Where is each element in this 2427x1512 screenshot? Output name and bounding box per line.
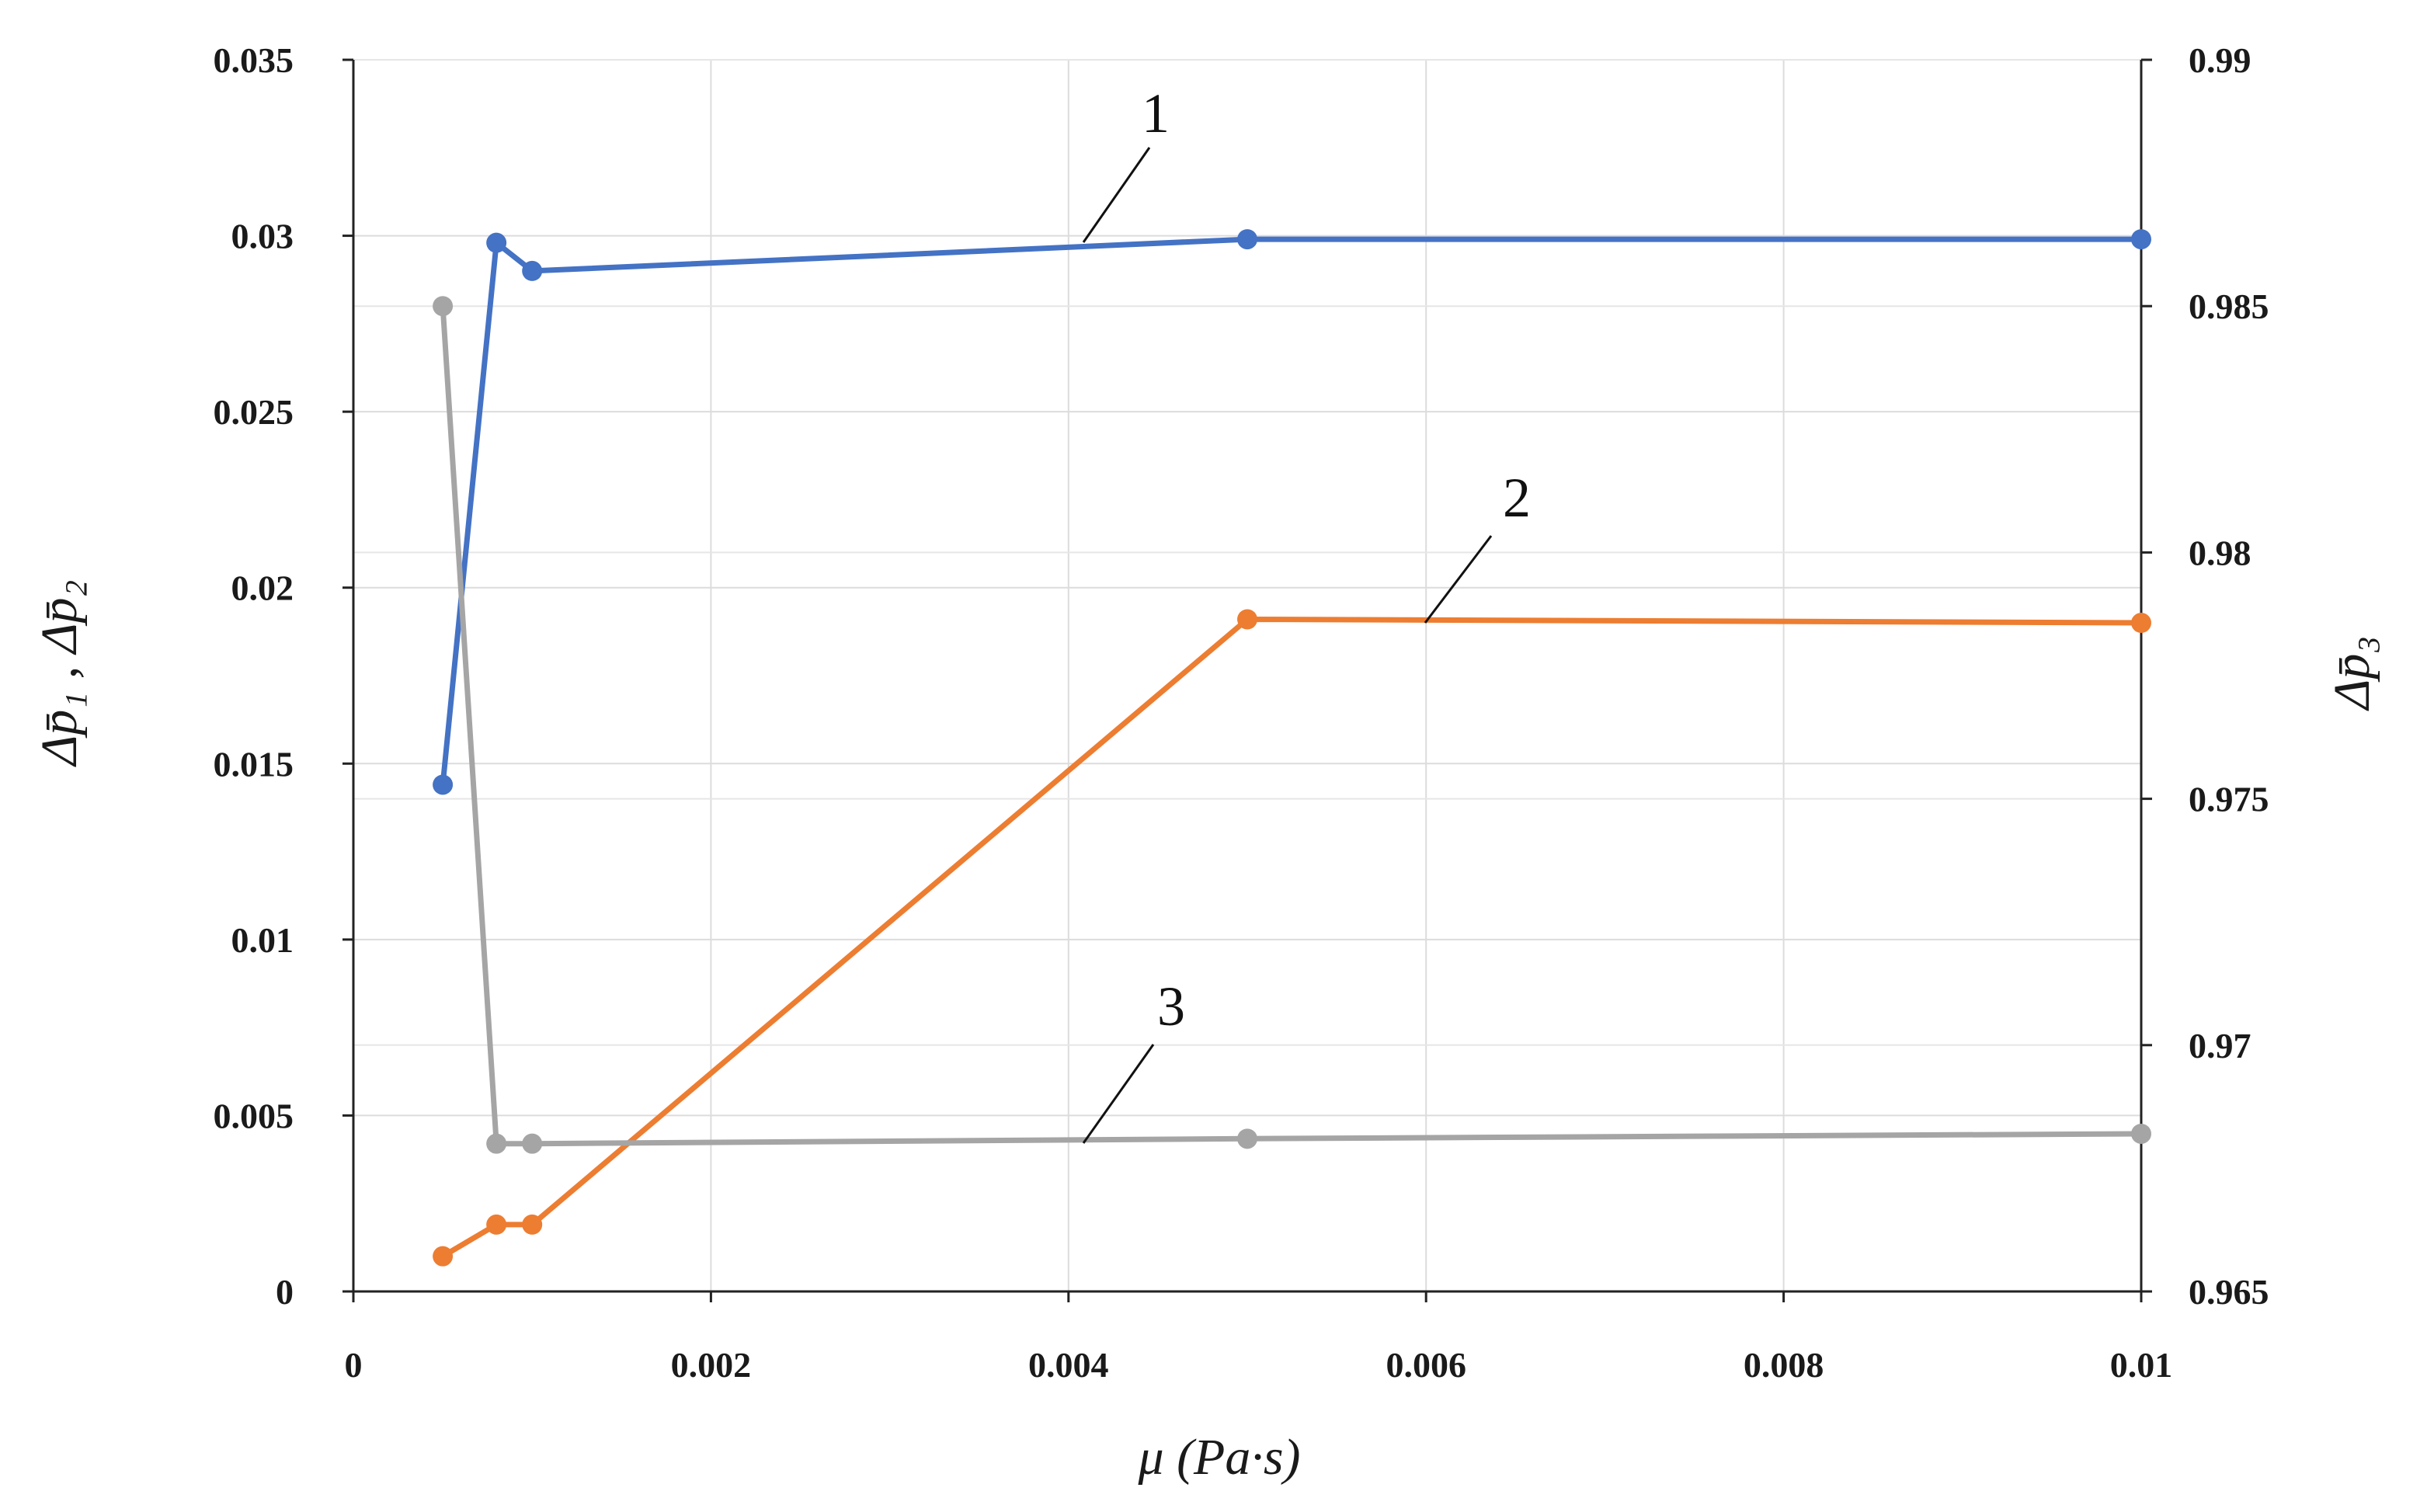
curve-label-1-group: 1: [1082, 82, 1170, 243]
curve-label-3-group: 3: [1082, 975, 1185, 1144]
yl-tick-label-4: 0.02: [231, 568, 294, 608]
x-tick-label-2: 0.004: [1028, 1345, 1109, 1385]
series-1-point-0: [433, 774, 454, 795]
yr-tick-label-0: 0.965: [2189, 1272, 2269, 1312]
yr-tick-label-2: 0.975: [2189, 780, 2269, 819]
series-3-point-2: [522, 1133, 543, 1154]
series-1-point-4: [2131, 229, 2151, 250]
yr-tick-label-1: 0.97: [2189, 1026, 2251, 1065]
left-y-axis-title: Δp̄₁ , Δp̄₂: [31, 580, 88, 768]
curve-label-2-leader: [1424, 535, 1493, 624]
yl-tick-label-5: 0.025: [214, 392, 294, 432]
curve-label-3: 3: [1157, 975, 1185, 1038]
yl-tick-label-6: 0.03: [231, 217, 294, 256]
series-1-line: [440, 236, 2144, 787]
series-1-point-2: [522, 260, 543, 281]
yr-tick-label-5: 0.99: [2189, 40, 2251, 80]
series-2-line: [440, 617, 2144, 1260]
x-tick-label-5: 0.01: [2110, 1345, 2173, 1385]
axes: [342, 58, 2152, 1302]
series-3-point-1: [486, 1133, 507, 1154]
yl-tick-label-7: 0.035: [214, 40, 294, 80]
series-2-point-1: [486, 1214, 507, 1235]
series-2-point-3: [1237, 609, 1257, 630]
yl-tick-label-1: 0.005: [214, 1096, 294, 1135]
x-tick-label-3: 0.006: [1386, 1345, 1466, 1385]
series-3-point-4: [2131, 1123, 2151, 1144]
x-tick-label-0: 0: [345, 1345, 363, 1385]
x-tick-label-4: 0.008: [1744, 1345, 1824, 1385]
curve-label-3-leader: [1082, 1044, 1155, 1144]
yl-tick-label-0: 0: [276, 1272, 294, 1312]
series-layer: [433, 229, 2151, 1267]
yr-tick-label-3: 0.98: [2189, 533, 2251, 572]
curve-label-1: 1: [1142, 82, 1170, 144]
tick-labels: 0 0.002 0.004 0.006 0.008 0.01 0 0.005 0.01 0.015…: [214, 40, 2269, 1385]
yl-tick-label-2: 0.01: [231, 920, 294, 960]
curve-label-2-group: 2: [1424, 467, 1531, 624]
series-1-point-3: [1237, 229, 1257, 250]
series-2-point-2: [522, 1214, 543, 1235]
series-3-line: [440, 303, 2144, 1147]
x-axis-title: μ (Pa·s): [1137, 1429, 1300, 1486]
x-tick-label-1: 0.002: [671, 1345, 752, 1385]
curve-label-1-leader: [1082, 147, 1151, 243]
series-1-point-1: [486, 232, 507, 253]
yl-tick-label-3: 0.015: [214, 744, 294, 784]
yr-tick-label-4: 0.985: [2189, 287, 2269, 326]
series-3-point-0: [433, 296, 454, 317]
right-y-axis-title: Δp̄₃: [2324, 636, 2380, 712]
series-3-point-3: [1237, 1128, 1257, 1149]
series-2-point-0: [433, 1246, 454, 1267]
series-2-point-4: [2131, 613, 2151, 634]
curve-label-2: 2: [1503, 467, 1531, 529]
